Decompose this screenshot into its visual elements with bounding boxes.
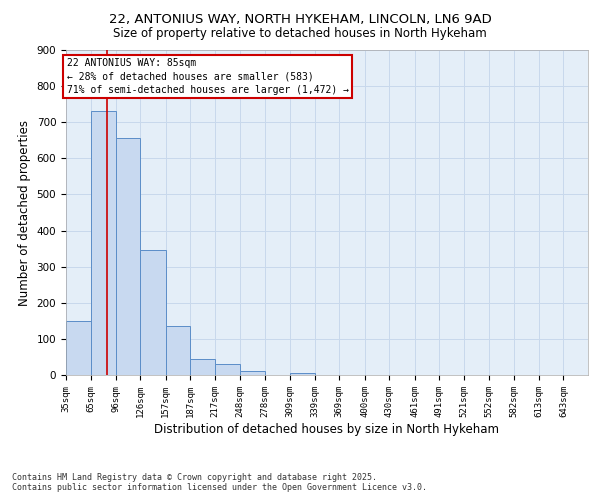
- Bar: [215, 364, 240, 375]
- Text: 22, ANTONIUS WAY, NORTH HYKEHAM, LINCOLN, LN6 9AD: 22, ANTONIUS WAY, NORTH HYKEHAM, LINCOLN…: [109, 12, 491, 26]
- Text: 22 ANTONIUS WAY: 85sqm
← 28% of detached houses are smaller (583)
71% of semi-de: 22 ANTONIUS WAY: 85sqm ← 28% of detached…: [67, 58, 349, 94]
- Bar: [190, 359, 215, 375]
- Y-axis label: Number of detached properties: Number of detached properties: [18, 120, 31, 306]
- Bar: [290, 373, 315, 375]
- Bar: [91, 112, 116, 375]
- Text: Contains HM Land Registry data © Crown copyright and database right 2025.
Contai: Contains HM Land Registry data © Crown c…: [12, 473, 427, 492]
- Bar: [166, 326, 190, 375]
- Bar: [140, 250, 166, 375]
- Bar: [240, 370, 265, 375]
- X-axis label: Distribution of detached houses by size in North Hykeham: Distribution of detached houses by size …: [155, 422, 499, 436]
- Bar: [116, 138, 140, 375]
- Text: Size of property relative to detached houses in North Hykeham: Size of property relative to detached ho…: [113, 28, 487, 40]
- Bar: [66, 321, 91, 375]
